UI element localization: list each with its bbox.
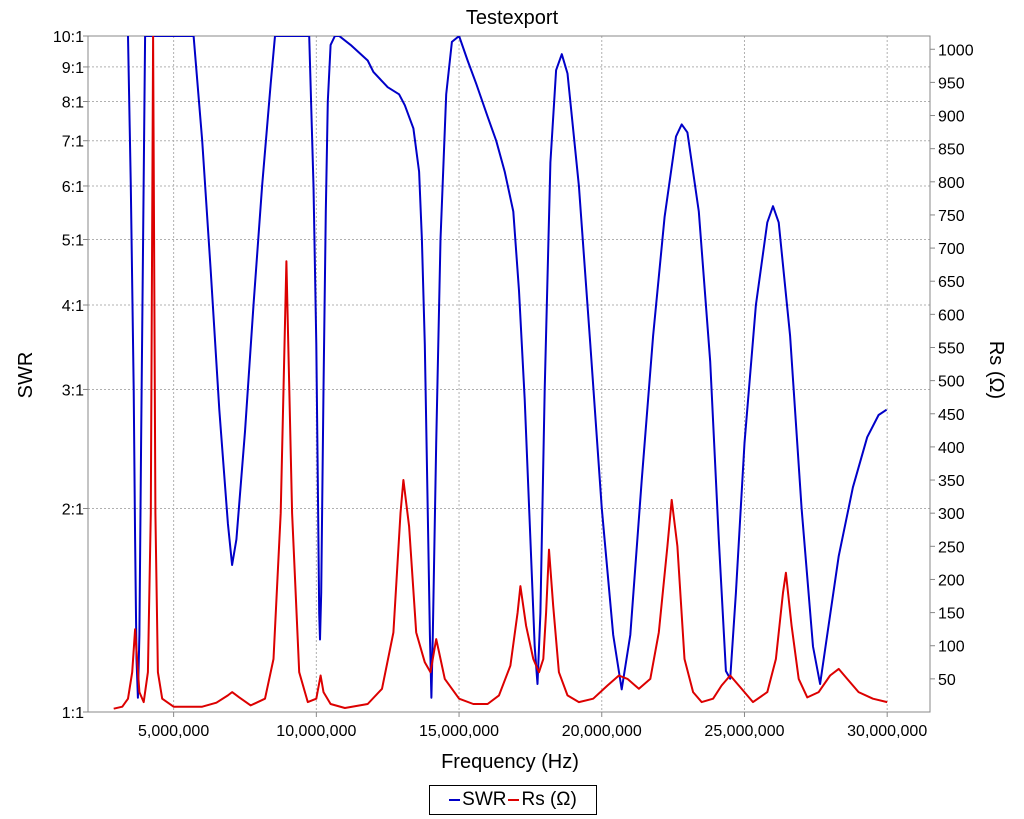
legend-label-rs: Rs (Ω) (521, 789, 577, 810)
y-right-tick-label: 850 (938, 142, 965, 159)
x-axis: 5,000,000 10,000,000 15,000,000 20,000,000 2… (138, 712, 927, 740)
y-left-tick-label: 4:1 (62, 298, 84, 315)
y-right-tick-label: 1000 (938, 42, 974, 59)
y-right-tick-label: 350 (938, 473, 965, 490)
y-right-tick-label: 200 (938, 572, 965, 589)
y-right-tick-label: 600 (938, 307, 965, 324)
series-layer (113, 36, 888, 710)
y-axis-right: 50 100 150 200 250 300 350 400 450 500 550 600 650 70… (930, 42, 974, 689)
legend: SWR Rs (Ω) (429, 785, 597, 815)
y-axis-right-label: Rs (Ω) (985, 341, 1007, 399)
y-right-tick-label: 100 (938, 639, 965, 656)
x-axis-label: Frequency (Hz) (441, 751, 579, 773)
x-tick-label: 20,000,000 (562, 723, 642, 740)
x-tick-label: 10,000,000 (276, 723, 356, 740)
legend-item-swr[interactable]: SWR (449, 789, 506, 811)
y-right-tick-label: 700 (938, 241, 965, 258)
y-right-tick-label: 50 (938, 672, 956, 689)
y-axis-left-label: SWR (15, 352, 37, 399)
y-left-tick-label: 7:1 (62, 134, 84, 151)
y-left-tick-label: 2:1 (62, 502, 84, 519)
y-left-tick-label: 1:1 (62, 705, 84, 722)
y-left-tick-label: 3:1 (62, 382, 84, 399)
y-right-tick-label: 250 (938, 539, 965, 556)
x-tick-label: 15,000,000 (419, 723, 499, 740)
y-right-tick-label: 300 (938, 506, 965, 523)
y-right-tick-label: 400 (938, 440, 965, 457)
y-right-tick-label: 450 (938, 407, 965, 424)
grid (88, 35, 930, 713)
y-right-tick-label: 650 (938, 274, 965, 291)
y-right-tick-label: 950 (938, 75, 965, 92)
y-right-tick-label: 150 (938, 606, 965, 623)
legend-swatch-swr (449, 799, 461, 801)
y-left-tick-label: 10:1 (53, 29, 84, 46)
y-right-tick-label: 750 (938, 208, 965, 225)
x-tick-label: 5,000,000 (138, 723, 209, 740)
x-tick-label: 30,000,000 (847, 723, 927, 740)
x-tick-label: 25,000,000 (704, 723, 784, 740)
chart-title: Testexport (466, 7, 559, 29)
y-left-tick-label: 8:1 (62, 95, 84, 112)
legend-item-rs[interactable]: Rs (Ω) (508, 789, 577, 811)
series-line-swr (127, 36, 888, 699)
y-right-tick-label: 550 (938, 340, 965, 357)
series-line-rs (113, 36, 888, 710)
plot-area (87, 35, 931, 713)
y-axis-left: 1:1 2:1 3:1 4:1 5:1 6:1 7:1 8:1 9:1 10:1 (53, 29, 88, 722)
y-right-tick-label: 800 (938, 175, 965, 192)
y-left-tick-label: 9:1 (62, 60, 84, 77)
y-right-tick-label: 500 (938, 374, 965, 391)
y-left-tick-label: 5:1 (62, 232, 84, 249)
y-right-tick-label: 900 (938, 109, 965, 126)
y-left-tick-label: 6:1 (62, 179, 84, 196)
legend-swatch-rs (508, 799, 520, 801)
legend-label-swr: SWR (462, 789, 507, 810)
